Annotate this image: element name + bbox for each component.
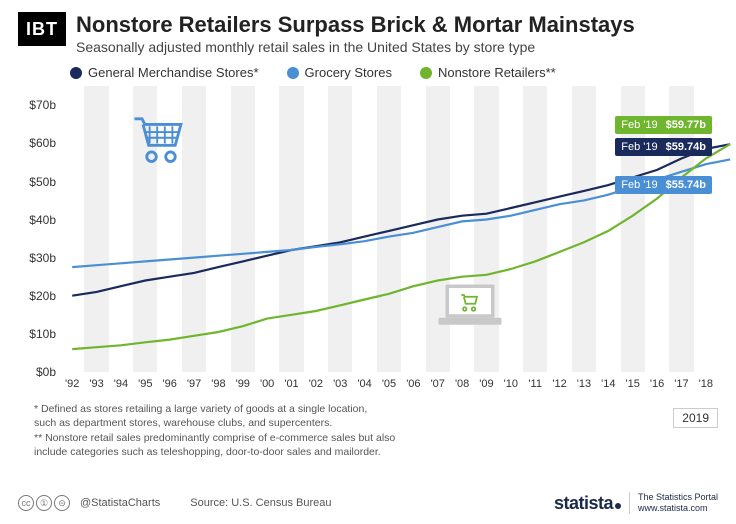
statista-dot-icon — [615, 503, 621, 509]
x-tick-label: '17 — [674, 378, 688, 390]
x-tick-label: '97 — [187, 378, 201, 390]
statista-logo: statista — [554, 493, 621, 514]
x-tick-label: '99 — [236, 378, 250, 390]
laptop-icon — [435, 281, 505, 335]
y-tick-label: $50b — [29, 175, 56, 189]
x-tick-label: '98 — [211, 378, 225, 390]
footer: cc ① ⊝ @StatistaCharts Source: U.S. Cens… — [18, 492, 718, 514]
ibt-logo: IBT — [18, 12, 66, 46]
portal-line1: The Statistics Portal — [638, 492, 718, 503]
legend-item: Grocery Stores — [287, 65, 392, 80]
x-tick-label: '13 — [577, 378, 591, 390]
end-label-value: $55.74b — [666, 179, 706, 191]
x-tick-label: '16 — [650, 378, 664, 390]
portal-line2: www.statista.com — [638, 503, 718, 514]
legend-item: General Merchandise Stores* — [70, 65, 259, 80]
x-tick-label: '10 — [504, 378, 518, 390]
chart-subtitle: Seasonally adjusted monthly retail sales… — [76, 39, 718, 55]
y-tick-label: $10b — [29, 327, 56, 341]
end-label-date: Feb '19 — [621, 119, 657, 131]
portal-box: The Statistics Portal www.statista.com — [629, 492, 718, 514]
legend-dot-icon — [420, 67, 432, 79]
chart-container: IBT Nonstore Retailers Surpass Brick & M… — [0, 0, 736, 524]
y-tick-label: $70b — [29, 98, 56, 112]
x-tick-label: '94 — [114, 378, 128, 390]
footer-left: cc ① ⊝ @StatistaCharts Source: U.S. Cens… — [18, 495, 332, 511]
cc-icon: cc — [18, 495, 34, 511]
y-tick-label: $40b — [29, 213, 56, 227]
y-tick-label: $20b — [29, 289, 56, 303]
x-tick-label: '00 — [260, 378, 274, 390]
x-tick-label: '15 — [626, 378, 640, 390]
footnote-1a: * Defined as stores retailing a large va… — [34, 402, 718, 416]
footnote-2a: ** Nonstore retail sales predominantly c… — [34, 431, 718, 445]
y-tick-label: $60b — [29, 136, 56, 150]
end-label-value: $59.74b — [666, 141, 706, 153]
end-label-date: Feb '19 — [621, 141, 657, 153]
legend-dot-icon — [287, 67, 299, 79]
legend-item: Nonstore Retailers** — [420, 65, 556, 80]
x-tick-label: '06 — [406, 378, 420, 390]
end-value-label: Feb '19 $55.74b — [615, 176, 712, 194]
x-tick-label: '02 — [309, 378, 323, 390]
chart-title: Nonstore Retailers Surpass Brick & Morta… — [76, 12, 718, 37]
end-label-date: Feb '19 — [621, 179, 657, 191]
x-tick-label: '95 — [138, 378, 152, 390]
x-tick-label: '18 — [699, 378, 713, 390]
y-tick-label: $0b — [36, 365, 56, 379]
end-label-value: $59.77b — [666, 119, 706, 131]
x-tick-label: '07 — [431, 378, 445, 390]
shopping-cart-icon — [132, 115, 190, 169]
source-text: Source: U.S. Census Bureau — [190, 497, 331, 509]
legend-label: Nonstore Retailers** — [438, 65, 556, 80]
x-tick-label: '05 — [382, 378, 396, 390]
header: IBT Nonstore Retailers Surpass Brick & M… — [18, 12, 718, 55]
x-tick-label: '96 — [162, 378, 176, 390]
legend-label: Grocery Stores — [305, 65, 392, 80]
y-axis: $0b$10b$20b$30b$40b$50b$60b$70b — [18, 86, 60, 372]
x-tick-label: '04 — [357, 378, 371, 390]
footnote-1b: such as department stores, warehouse clu… — [34, 416, 718, 430]
x-tick-label: '92 — [65, 378, 79, 390]
end-value-label: Feb '19 $59.74b — [615, 138, 712, 156]
legend-dot-icon — [70, 67, 82, 79]
footnote-2b: include categories such as teleshopping,… — [34, 445, 718, 459]
x-tick-label: '11 — [528, 378, 542, 390]
x-tick-label: '12 — [552, 378, 566, 390]
x-tick-label: '14 — [601, 378, 615, 390]
legend-label: General Merchandise Stores* — [88, 65, 259, 80]
twitter-handle: @StatistaCharts — [80, 497, 160, 509]
plot-area: Feb '19 $59.77b Feb '19 $59.74b Feb '19 $55.7… — [60, 86, 718, 372]
x-tick-label: '03 — [333, 378, 347, 390]
x-tick-label: '08 — [455, 378, 469, 390]
chart-area: $0b $10b $20b $30b $40b $50b $60b $70b Feb '19 $… — [18, 86, 718, 396]
end-year-box: 2019 — [673, 408, 718, 428]
end-value-label: Feb '19 $59.77b — [615, 116, 712, 134]
footnotes: * Defined as stores retailing a large va… — [34, 402, 718, 459]
cc-nd-icon: ⊝ — [54, 495, 70, 511]
titles: Nonstore Retailers Surpass Brick & Morta… — [76, 12, 718, 55]
cc-icons: cc ① ⊝ — [18, 495, 70, 511]
statista-text: statista — [554, 493, 613, 513]
footer-right: statista The Statistics Portal www.stati… — [554, 492, 718, 514]
y-tick-label: $30b — [29, 251, 56, 265]
x-tick-label: '93 — [89, 378, 103, 390]
cc-by-icon: ① — [36, 495, 52, 511]
legend: General Merchandise Stores* Grocery Store… — [70, 65, 718, 80]
x-tick-label: '09 — [479, 378, 493, 390]
x-tick-label: '01 — [284, 378, 298, 390]
x-axis: '92 '93 '94 '95 '96 '97 '98 '99 '00 '01 '02 '03 '04 '… — [60, 372, 718, 396]
